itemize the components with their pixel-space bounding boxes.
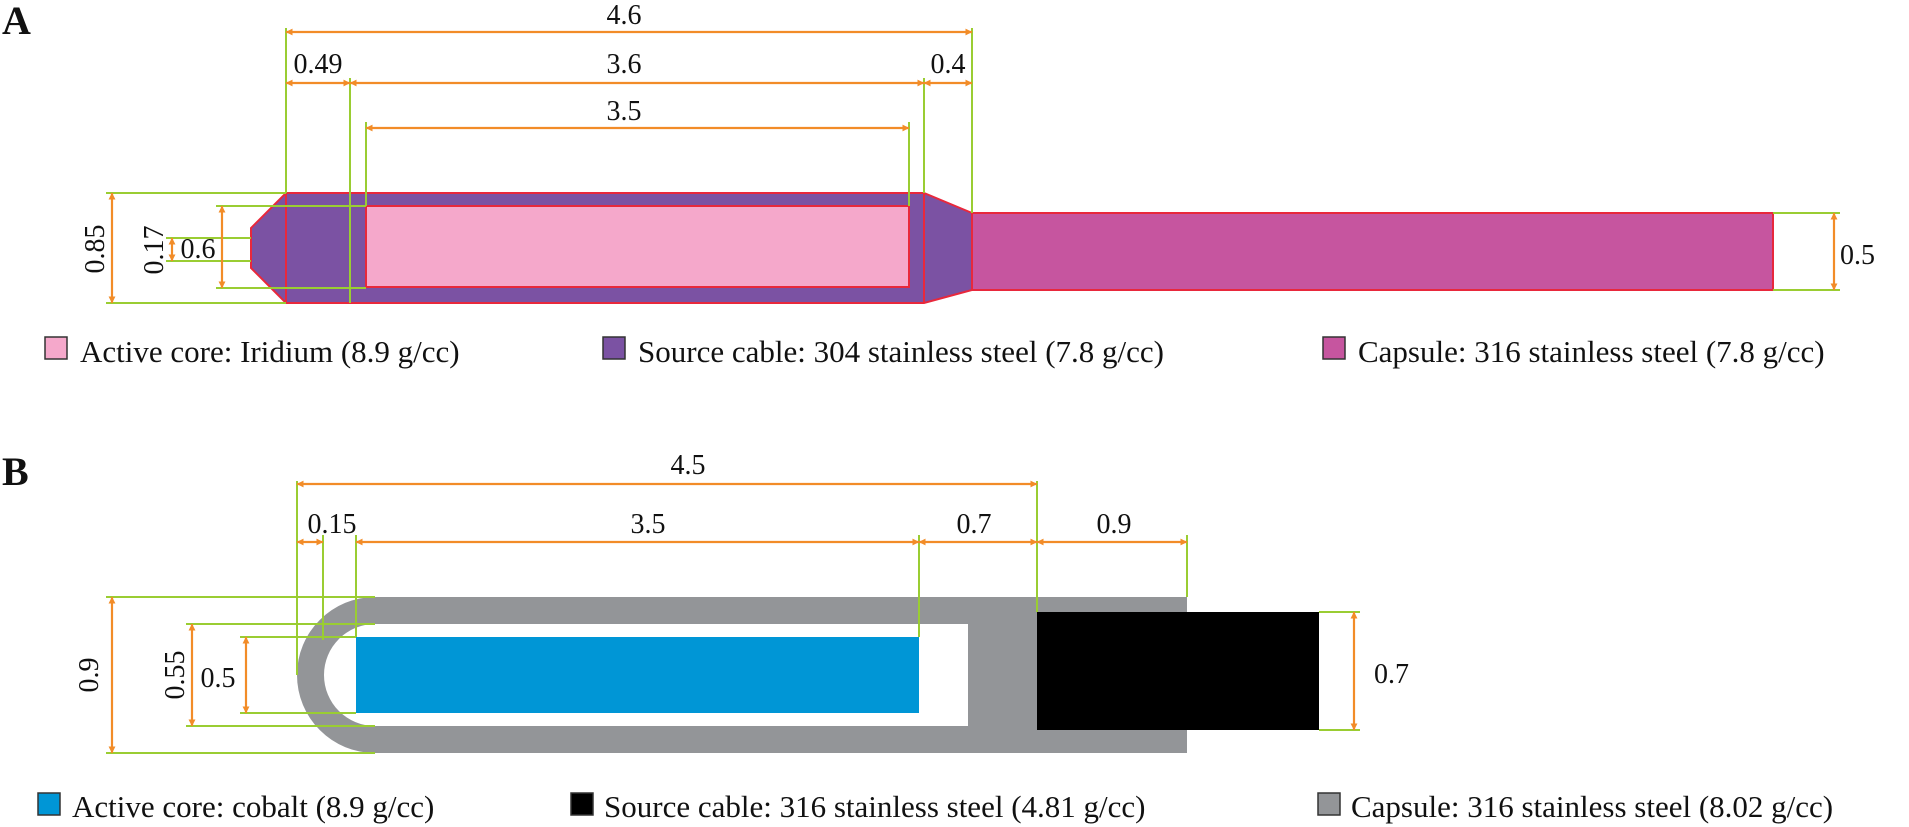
panel-a-capsule: [971, 212, 1774, 291]
panel-b-dim-core: 3.5: [631, 509, 666, 540]
legend-label: Source cable: 304 stainless steel (7.8 g…: [638, 334, 1164, 369]
panel-a-dim-end: 0.4: [931, 49, 966, 80]
panel-b: B: [2, 449, 1833, 824]
legend-label: Source cable: 316 stainless steel (4.81 …: [604, 789, 1145, 824]
panel-a-dim-total: 4.6: [607, 0, 642, 31]
legend-label: Active core: cobalt (8.9 g/cc): [72, 789, 434, 824]
panel-b-dim-cable-diameter: 0.7: [1374, 659, 1409, 690]
panel-b-source-cable: [1037, 612, 1319, 730]
legend-swatch: [44, 336, 68, 360]
panel-a-active-core: [365, 205, 910, 288]
panel-b-dim-gap: 0.7: [957, 509, 992, 540]
panel-a: A: [2, 0, 1875, 369]
panel-a-dim-cable: 3.6: [607, 49, 642, 80]
panel-a-dimension-arrows: [108, 28, 1838, 304]
panel-a-dim-tip-diameter: 0.17: [139, 226, 170, 275]
legend-swatch: [602, 336, 626, 360]
panel-b-dim-cable-length: 0.9: [1097, 509, 1132, 540]
legend-swatch: [1317, 792, 1341, 816]
panel-a-dim-outer-diameter: 0.85: [80, 225, 111, 274]
legend-label: Capsule: 316 stainless steel (8.02 g/cc): [1351, 789, 1833, 824]
panel-b-active-core: [356, 637, 919, 713]
panel-a-label: A: [2, 0, 31, 43]
panel-b-dimension-arrows: [108, 480, 1358, 754]
legend-swatch: [570, 792, 594, 816]
panel-b-dim-wall: 0.15: [308, 509, 357, 540]
panel-b-dim-inner-diameter: 0.55: [160, 651, 191, 700]
legend-swatch: [1322, 336, 1346, 360]
panel-b-legend: Active core: cobalt (8.9 g/cc) Source ca…: [37, 789, 1833, 824]
panel-a-dim-core-diameter: 0.6: [181, 234, 216, 265]
panel-b-extension-lines: [106, 481, 1360, 754]
panel-a-dim-tip: 0.49: [294, 49, 343, 80]
legend-label: Capsule: 316 stainless steel (7.8 g/cc): [1358, 334, 1825, 369]
panel-b-dim-core-diameter: 0.5: [201, 663, 236, 694]
panel-a-dim-core: 3.5: [607, 96, 642, 127]
legend-label: Active core: Iridium (8.9 g/cc): [80, 334, 460, 369]
panel-b-dim-outer-diameter: 0.9: [74, 658, 105, 693]
panel-b-label: B: [2, 449, 29, 494]
panel-b-dim-total: 4.5: [671, 450, 706, 481]
panel-a-dim-capsule-diameter: 0.5: [1840, 240, 1875, 271]
panel-a-legend: Active core: Iridium (8.9 g/cc) Source c…: [44, 334, 1825, 369]
legend-swatch: [37, 792, 61, 816]
panel-a-extension-lines: [106, 28, 1840, 304]
